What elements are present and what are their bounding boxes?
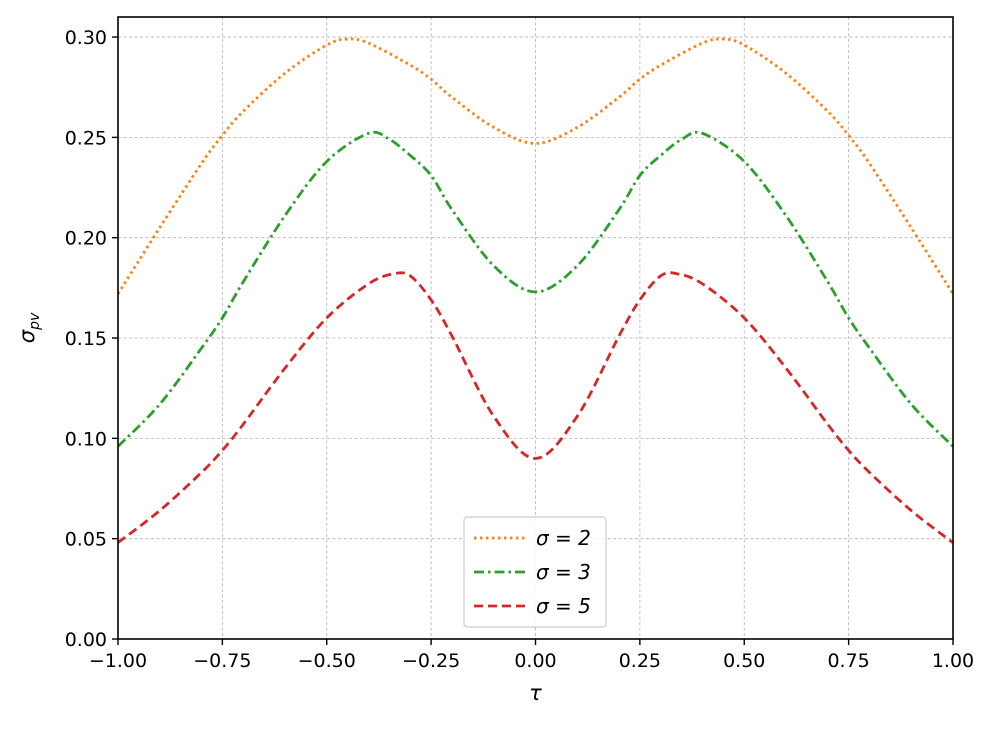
ticks: −1.00 −0.75 −0.50 −0.25 0.00 0.25 0.50 0.75 1.00…: [65, 27, 974, 672]
y-tick-label: 0.10: [65, 428, 107, 450]
series-group: [116, 37, 955, 544]
y-tick-label: 0.30: [65, 27, 107, 49]
grid: [117, 17, 954, 640]
series-line-2: [117, 130, 954, 448]
x-tick-label: 0.00: [514, 650, 556, 672]
legend-label-3: σ = 5: [536, 594, 591, 618]
legend-items: σ = 2 σ = 3 σ = 5: [474, 526, 591, 618]
legend[interactable]: σ = 2 σ = 3 σ = 5: [463, 516, 607, 628]
series-line-3: [117, 271, 954, 544]
legend-box: [463, 516, 607, 628]
x-tick-label: 0.75: [827, 650, 869, 672]
y-axis-label: σpv: [15, 312, 43, 343]
y-tick-label: 0.00: [65, 629, 107, 651]
y-tick-label: 0.15: [65, 328, 107, 350]
y-axis-label-main: σ: [15, 329, 39, 343]
legend-label-1: σ = 2: [536, 526, 591, 550]
x-axis-label: τ: [529, 681, 542, 705]
legend-label-2: σ = 3: [536, 560, 591, 584]
y-tick-label: 0.25: [65, 127, 107, 149]
x-tick-label: −0.25: [402, 650, 460, 672]
x-tick-label: −0.75: [193, 650, 251, 672]
x-tick-label: 0.25: [619, 650, 661, 672]
x-tick-label: −0.50: [298, 650, 356, 672]
x-tick-label: −1.00: [89, 650, 147, 672]
y-tick-label: 0.05: [65, 529, 107, 551]
x-tick-label: 1.00: [932, 650, 974, 672]
x-tick-label: 0.50: [723, 650, 765, 672]
y-axis-label-subscript: pv: [27, 312, 43, 331]
y-tick-label: 0.20: [65, 228, 107, 250]
series-line-1: [116, 37, 955, 295]
